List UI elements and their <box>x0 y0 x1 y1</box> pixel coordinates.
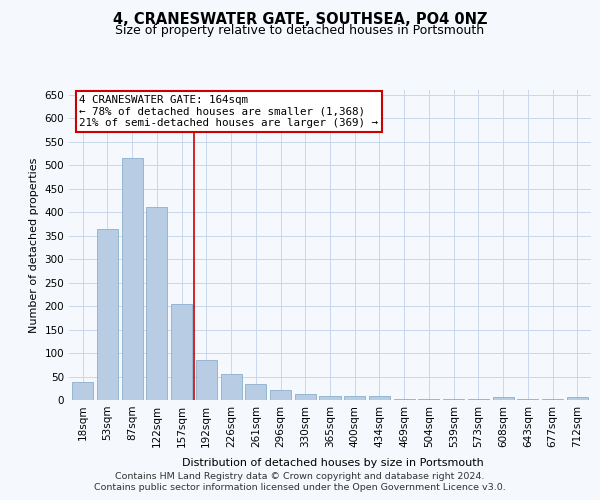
Text: Distribution of detached houses by size in Portsmouth: Distribution of detached houses by size … <box>182 458 484 468</box>
Bar <box>295 394 316 400</box>
Text: Size of property relative to detached houses in Portsmouth: Size of property relative to detached ho… <box>115 24 485 37</box>
Bar <box>122 158 143 400</box>
Bar <box>221 374 242 400</box>
Bar <box>171 304 192 400</box>
Bar <box>369 396 390 400</box>
Bar <box>493 397 514 400</box>
Bar <box>270 390 291 400</box>
Text: Contains public sector information licensed under the Open Government Licence v3: Contains public sector information licen… <box>94 484 506 492</box>
Bar <box>245 384 266 400</box>
Text: Contains HM Land Registry data © Crown copyright and database right 2024.: Contains HM Land Registry data © Crown c… <box>115 472 485 481</box>
Bar <box>196 360 217 400</box>
Y-axis label: Number of detached properties: Number of detached properties <box>29 158 39 332</box>
Bar <box>542 398 563 400</box>
Bar <box>146 208 167 400</box>
Bar <box>319 396 341 400</box>
Bar <box>567 397 588 400</box>
Bar <box>344 396 365 400</box>
Bar <box>517 398 538 400</box>
Bar <box>443 398 464 400</box>
Bar <box>468 398 489 400</box>
Bar <box>72 382 93 400</box>
Bar <box>394 398 415 400</box>
Text: 4 CRANESWATER GATE: 164sqm
← 78% of detached houses are smaller (1,368)
21% of s: 4 CRANESWATER GATE: 164sqm ← 78% of deta… <box>79 94 379 128</box>
Bar <box>418 398 439 400</box>
Text: 4, CRANESWATER GATE, SOUTHSEA, PO4 0NZ: 4, CRANESWATER GATE, SOUTHSEA, PO4 0NZ <box>113 12 487 28</box>
Bar <box>97 228 118 400</box>
